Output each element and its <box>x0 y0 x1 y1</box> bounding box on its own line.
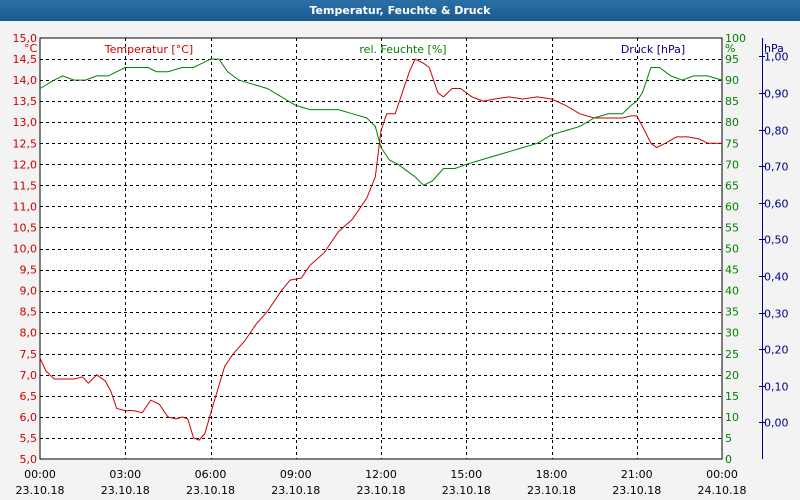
x-tick-label-date: 23.10.18 <box>527 484 576 497</box>
x-tick-label-date: 23.10.18 <box>101 484 150 497</box>
x-tick-label-date: 24.10.18 <box>698 484 747 497</box>
x-tick-label-date: 23.10.18 <box>612 484 661 497</box>
temperature-tick-label: 13,5 <box>13 95 38 108</box>
pressure-tick-label: 0,30 <box>764 308 789 321</box>
x-tick-label-time: 03:00 <box>109 468 141 481</box>
humidity-tick-label: 95 <box>725 53 739 66</box>
x-tick-label-time: 00:00 <box>706 468 738 481</box>
temperature-tick-label: 5,0 <box>20 453 38 466</box>
temperature-tick-label: 11,5 <box>13 179 38 192</box>
humidity-tick-label: 40 <box>725 285 739 298</box>
humidity-tick-label: 25 <box>725 348 739 361</box>
pressure-unit-label: hPa <box>764 42 784 55</box>
temperature-tick-label: 7,5 <box>20 348 38 361</box>
humidity-tick-label: 75 <box>725 137 739 150</box>
x-tick-label-time: 09:00 <box>280 468 312 481</box>
temperature-tick-label: 13,0 <box>13 116 38 129</box>
humidity-tick-label: 70 <box>725 158 739 171</box>
temperature-tick-label: 9,0 <box>20 285 38 298</box>
x-tick-label-time: 00:00 <box>24 468 56 481</box>
temperature-tick-label: 7,0 <box>20 369 38 382</box>
humidity-tick-label: 15 <box>725 390 739 403</box>
temperature-axis-title: Temperatur [°C] <box>104 43 193 56</box>
pressure-axis-title: Druck [hPa] <box>621 43 685 56</box>
humidity-tick-label: 45 <box>725 264 739 277</box>
humidity-tick-label: 20 <box>725 369 739 382</box>
pressure-tick-label: 0,40 <box>764 271 789 284</box>
x-tick-label-time: 15:00 <box>450 468 482 481</box>
humidity-tick-label: 60 <box>725 200 739 213</box>
pressure-tick-label: 0,60 <box>764 198 789 211</box>
temperature-series-line <box>39 58 722 441</box>
temperature-unit-label: °C <box>24 42 38 55</box>
temperature-tick-label: 12,5 <box>13 137 38 150</box>
chart-title: Temperatur, Feuchte & Druck <box>0 0 800 21</box>
pressure-tick-label: 1,00 <box>764 51 789 64</box>
temperature-tick-label: 14,0 <box>13 74 38 87</box>
pressure-tick-label: 0,50 <box>764 234 789 247</box>
temperature-tick-label: 10,5 <box>13 221 38 234</box>
x-tick-label-date: 23.10.18 <box>16 484 65 497</box>
pressure-tick-label: 0,00 <box>764 417 789 430</box>
humidity-tick-label: 80 <box>725 116 739 129</box>
pressure-tick-label: 0,80 <box>764 125 789 138</box>
humidity-unit-label: % <box>725 42 735 55</box>
temperature-tick-label: 6,0 <box>20 411 38 424</box>
x-tick-label-date: 23.10.18 <box>442 484 491 497</box>
temperature-tick-label: 14,5 <box>13 53 38 66</box>
humidity-tick-label: 65 <box>725 179 739 192</box>
temperature-tick-label: 8,5 <box>20 306 38 319</box>
x-tick-label-time: 18:00 <box>536 468 568 481</box>
x-tick-label-date: 23.10.18 <box>357 484 406 497</box>
pressure-tick-label: 0,90 <box>764 88 789 101</box>
temperature-tick-label: 6,5 <box>20 390 38 403</box>
x-tick-label-time: 12:00 <box>365 468 397 481</box>
x-tick-label-date: 23.10.18 <box>271 484 320 497</box>
temperature-tick-label: 5,5 <box>20 432 38 445</box>
temperature-tick-label: 12,0 <box>13 158 38 171</box>
chart-plot: 5,0 5,5 6,0 6,5 7,0 7,5 8,0 8,5 9,0 9,5 10,0 10,5 11… <box>13 32 789 497</box>
humidity-tick-label: 10 <box>725 411 739 424</box>
humidity-tick-label: 55 <box>725 221 739 234</box>
pressure-tick-label: 0,70 <box>764 161 789 174</box>
humidity-axis-title: rel. Feuchte [%] <box>359 43 446 56</box>
humidity-series-line <box>39 58 723 186</box>
pressure-tick-label: 0,20 <box>764 344 789 357</box>
humidity-tick-label: 5 <box>725 432 732 445</box>
x-tick-label-time: 06:00 <box>195 468 227 481</box>
temperature-tick-label: 11,0 <box>13 200 38 213</box>
temperature-tick-label: 8,0 <box>20 327 38 340</box>
pressure-tick-label: 0,10 <box>764 381 789 394</box>
humidity-tick-label: 35 <box>725 306 739 319</box>
humidity-tick-label: 100 <box>725 32 746 45</box>
x-tick-label-time: 21:00 <box>621 468 653 481</box>
humidity-tick-label: 90 <box>725 74 739 87</box>
humidity-tick-label: 30 <box>725 327 739 340</box>
humidity-tick-label: 0 <box>725 453 732 466</box>
temperature-tick-label: 9,5 <box>20 264 38 277</box>
temperature-tick-label: 10,0 <box>13 243 38 256</box>
humidity-tick-label: 50 <box>725 243 739 256</box>
x-tick-label-date: 23.10.18 <box>186 484 235 497</box>
temperature-tick-label: 15,0 <box>13 32 38 45</box>
humidity-tick-label: 85 <box>725 95 739 108</box>
